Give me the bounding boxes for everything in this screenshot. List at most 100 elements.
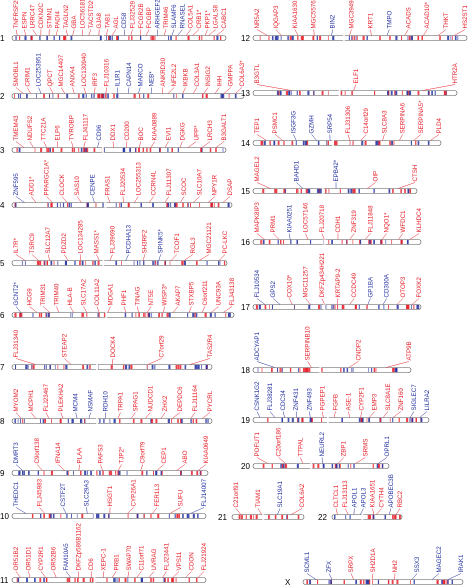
chromosome-band <box>431 90 433 96</box>
gene-connector <box>222 196 231 203</box>
chromosome-band <box>378 304 380 310</box>
chromosome-band <box>167 147 169 153</box>
chromosome-band <box>417 90 420 96</box>
chromosome-band <box>296 239 299 245</box>
chromosome-band <box>182 93 184 99</box>
gene-connector <box>15 141 25 148</box>
chromosome-band <box>71 147 74 153</box>
chromosome-band <box>38 312 41 318</box>
gene-label: SRMS <box>362 439 369 457</box>
gene-label: FLJ10316 <box>103 58 110 86</box>
gene-connector <box>58 464 65 471</box>
gene-label: SUFU <box>178 490 185 507</box>
gene-connector <box>197 571 205 578</box>
chromosome-band <box>82 364 85 370</box>
chromosome-band <box>311 417 313 423</box>
gene-label: TAB1 <box>105 13 112 29</box>
chromosome-band <box>96 470 98 476</box>
chromosome-band <box>388 304 390 310</box>
gene-connector <box>88 412 91 419</box>
chromosome-band <box>164 577 166 583</box>
chromosome-band <box>375 140 378 146</box>
chromosome-band <box>441 579 443 585</box>
chromosome-band <box>131 312 133 318</box>
gene-connector <box>256 457 268 464</box>
chromosome-band <box>241 514 243 520</box>
gene-connector <box>398 182 416 189</box>
gene-connector <box>328 573 333 580</box>
chromosome-band <box>15 364 16 370</box>
chromosome-21: 21 C21orf91 TIAM1 SLC19A1 COL6A2 <box>218 480 306 522</box>
chromosome-band <box>409 188 412 194</box>
gene-label: IL1R1 <box>115 69 122 86</box>
chromosome-band <box>269 304 270 310</box>
gene-label: MAPK8IP3 <box>254 202 261 233</box>
chromosome-band <box>387 579 390 585</box>
gene-label: CLOCK <box>59 173 66 195</box>
chromosome-band <box>205 418 207 424</box>
gene-label: DKFZp434H221 <box>319 252 326 297</box>
chromosome-band <box>343 367 345 373</box>
gene-label: TMEM43 <box>13 115 20 141</box>
chromosome-band <box>207 418 209 424</box>
chromosome-band <box>52 513 55 519</box>
chromosome-band <box>309 239 312 245</box>
chromosome-band <box>154 35 156 41</box>
gene-connector <box>49 87 54 94</box>
chromosome-band <box>397 579 399 585</box>
chromosome-band <box>328 188 330 194</box>
gene-label: AKAP7 <box>175 285 182 306</box>
chromosome-band <box>62 202 65 208</box>
chromosome-band <box>190 470 193 476</box>
chromosome-band <box>14 312 17 318</box>
gene-connector <box>311 134 317 141</box>
gene-connector <box>171 29 175 36</box>
chromosome-10: 10 THEDC1 FLJ45983 CSTF2T SLC29A3 HSGT1 CYP26A… <box>0 478 208 521</box>
gene-connector <box>130 29 133 36</box>
chromosome-band <box>151 35 153 41</box>
chromosome-band <box>165 260 166 266</box>
chromosome-band <box>454 35 457 41</box>
chromosome-band <box>290 239 292 245</box>
gene-connector <box>28 571 31 578</box>
chromosome-band <box>255 514 258 520</box>
gene-connector <box>349 233 355 240</box>
chromosome-band <box>368 417 371 423</box>
chromosome-band <box>291 417 294 423</box>
chromosome-band <box>394 90 396 96</box>
chromosome-band <box>196 312 198 318</box>
gene-connector <box>203 87 209 94</box>
chromosome-band <box>250 514 252 520</box>
gene-connector <box>111 571 117 578</box>
chromosome-band <box>32 364 35 370</box>
chromosome-band <box>280 463 282 469</box>
chromosome-band <box>295 140 297 146</box>
gene-label: APOL1 <box>351 487 358 508</box>
chromosome-band <box>289 35 292 41</box>
chromosome-band <box>306 140 308 146</box>
gene-label: FLJ23467 <box>43 383 50 411</box>
chromosome-band <box>139 260 141 266</box>
chromosome-band <box>413 579 415 585</box>
gene-connector <box>437 29 447 36</box>
chromosome-band <box>71 418 73 424</box>
chromosome-band <box>94 260 96 266</box>
chromosome-band <box>227 312 230 318</box>
chromosome-band <box>26 577 28 583</box>
centromere <box>93 513 96 519</box>
centromere <box>370 579 373 585</box>
gene-label: SMOBL1 <box>13 61 20 87</box>
gene-label: CRIM1 <box>24 67 31 87</box>
gene-label: CD300A <box>384 273 391 297</box>
chromosome-band <box>67 202 69 208</box>
chromosome-band <box>77 577 79 583</box>
gene-label: GJA8 <box>96 12 103 28</box>
gene-connector <box>413 134 421 141</box>
chromosome-band <box>375 367 377 373</box>
chromosome-band <box>93 93 95 99</box>
chromosome-band <box>80 418 81 424</box>
gene-connector <box>45 412 50 419</box>
chromosome-band <box>173 93 175 99</box>
gene-connector <box>333 411 336 418</box>
chromosome-band <box>47 312 50 318</box>
